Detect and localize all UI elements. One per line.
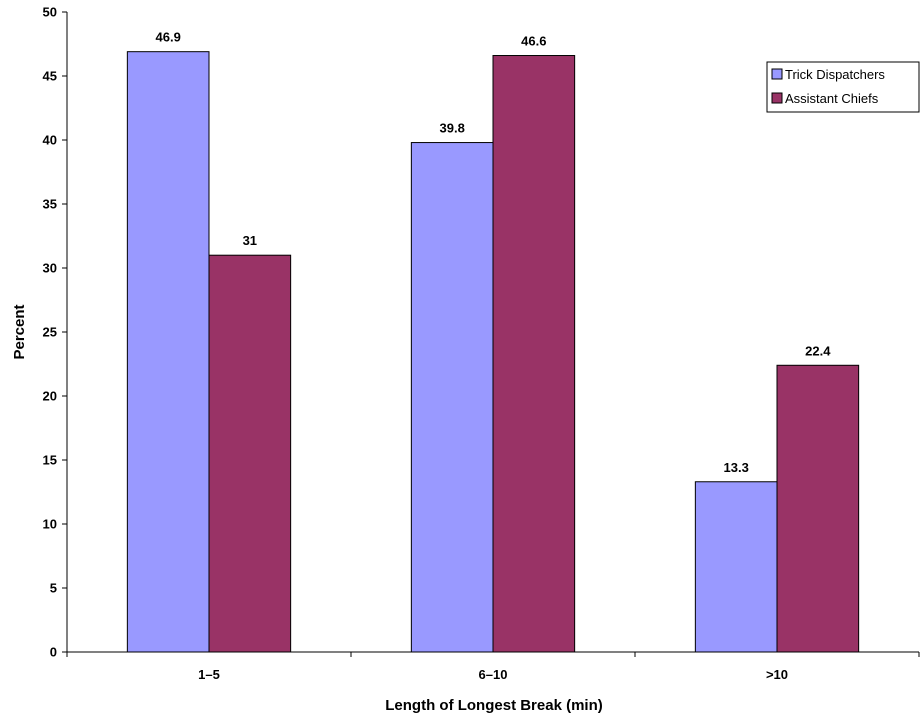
data-label-trick-dispatchers-10: 13.3 bbox=[724, 460, 749, 475]
x-tick-label-1-5: 1–5 bbox=[198, 667, 220, 682]
x-axis-title: Length of Longest Break (min) bbox=[385, 697, 603, 714]
bar-assistant-chiefs-1-5 bbox=[208, 254, 292, 653]
legend: Trick Dispatchers Assistant Chiefs bbox=[766, 61, 920, 113]
y-tick-label: 35 bbox=[43, 197, 57, 212]
y-axis: 0 5 10 15 20 25 30 35 40 45 50 bbox=[43, 5, 68, 660]
bar-assistant-chiefs-6-10 bbox=[492, 55, 576, 653]
bar-assistant-chiefs-10 bbox=[776, 364, 860, 653]
y-tick-label: 25 bbox=[43, 325, 57, 340]
y-tick-label: 15 bbox=[43, 453, 57, 468]
bar-trick-dispatchers-10 bbox=[694, 481, 778, 653]
y-axis-title: Percent bbox=[11, 304, 28, 359]
data-label-trick-dispatchers-1-5: 46.9 bbox=[156, 30, 181, 45]
y-tick-label: 10 bbox=[43, 517, 57, 532]
y-tick-label: 30 bbox=[43, 261, 57, 276]
legend-label-trick-dispatchers: Trick Dispatchers bbox=[785, 67, 885, 82]
bars bbox=[126, 51, 860, 653]
legend-box bbox=[766, 61, 920, 113]
legend-label-assistant-chiefs: Assistant Chiefs bbox=[785, 91, 879, 106]
y-tick-label: 45 bbox=[43, 69, 57, 84]
data-label-assistant-chiefs-6-10: 46.6 bbox=[521, 34, 546, 49]
y-tick-label: 0 bbox=[50, 645, 57, 660]
data-label-assistant-chiefs-10: 22.4 bbox=[805, 343, 831, 358]
legend-swatch-assistant-chiefs bbox=[771, 92, 783, 104]
data-labels: 46.9 31 39.8 46.6 13.3 22.4 bbox=[156, 30, 832, 475]
bar-trick-dispatchers-1-5 bbox=[126, 51, 210, 653]
y-tick-label: 5 bbox=[50, 581, 57, 596]
data-label-trick-dispatchers-6-10: 39.8 bbox=[440, 121, 465, 136]
legend-swatch-trick-dispatchers bbox=[771, 68, 783, 80]
x-tick-label-10: >10 bbox=[766, 667, 788, 682]
x-tick-label-6-10: 6–10 bbox=[479, 667, 508, 682]
y-tick-label: 20 bbox=[43, 389, 57, 404]
x-axis: 1–5 6–10 >10 bbox=[66, 651, 920, 682]
data-label-assistant-chiefs-1-5: 31 bbox=[243, 233, 257, 248]
bar-trick-dispatchers-6-10 bbox=[410, 142, 494, 653]
y-tick-label: 40 bbox=[43, 133, 57, 148]
y-tick-label: 50 bbox=[43, 5, 57, 20]
